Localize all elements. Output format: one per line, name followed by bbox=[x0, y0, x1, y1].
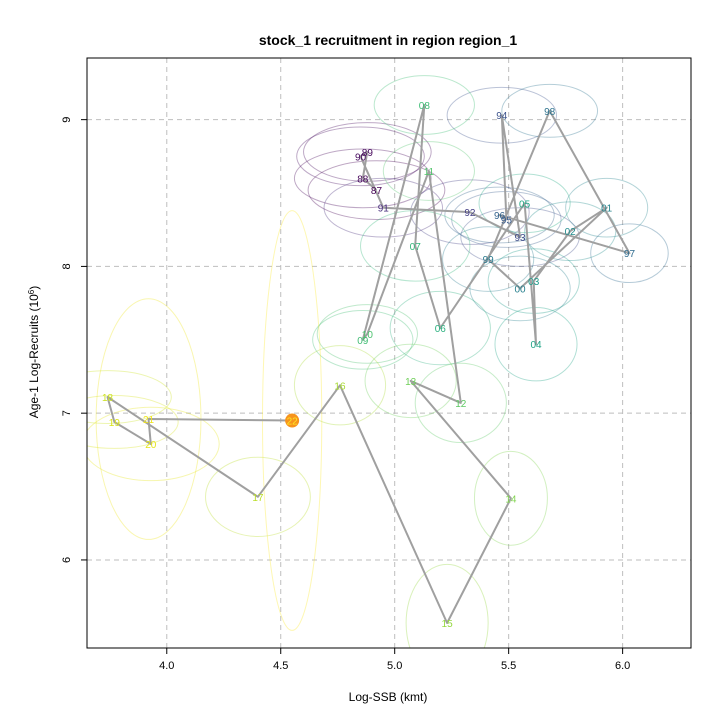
uncertainty-ellipse-17 bbox=[205, 456, 311, 537]
year-label-01: 01 bbox=[601, 204, 613, 215]
uncertainty-ellipse-19 bbox=[87, 395, 179, 449]
year-label-18: 18 bbox=[102, 393, 114, 404]
year-label-14: 14 bbox=[505, 494, 517, 505]
year-label-13: 13 bbox=[405, 377, 417, 388]
uncertainty-ellipse-16 bbox=[293, 345, 387, 426]
year-label-89: 89 bbox=[362, 148, 374, 159]
uncertainty-ellipse-15 bbox=[405, 563, 489, 648]
uncertainty-ellipse-18 bbox=[87, 370, 172, 424]
year-label-00: 00 bbox=[514, 284, 526, 295]
x-tick-label: 5.0 bbox=[387, 660, 402, 672]
year-label-12: 12 bbox=[455, 399, 467, 410]
year-label-90: 90 bbox=[355, 152, 367, 163]
year-label-10: 10 bbox=[362, 330, 374, 341]
current-year-dot bbox=[285, 413, 300, 428]
year-label-96: 96 bbox=[494, 211, 506, 222]
y-axis-label: Age-1 Log-Recruits (106) bbox=[27, 286, 42, 419]
uncertainty-ellipse-99 bbox=[442, 226, 535, 292]
year-label-08: 08 bbox=[419, 101, 431, 112]
uncertainty-ellipse-00 bbox=[469, 255, 571, 322]
uncertainty-ellipse-07 bbox=[360, 210, 471, 282]
uncertainty-ellipse-01 bbox=[565, 177, 649, 238]
year-label-04: 04 bbox=[530, 340, 542, 351]
year-label-98: 98 bbox=[544, 107, 556, 118]
uncertainty-ellipse-88 bbox=[293, 148, 432, 209]
uncertainty-ellipse-92 bbox=[410, 179, 530, 245]
uncertainty-ellipse-90 bbox=[296, 126, 425, 187]
uncertainty-ellipse-94 bbox=[446, 86, 558, 144]
x-tick-label: 5.5 bbox=[501, 660, 516, 672]
uncertainty-ellipse-11 bbox=[382, 141, 475, 201]
year-label-97: 97 bbox=[624, 249, 636, 260]
x-tick-label: 4.5 bbox=[273, 660, 288, 672]
uncertainty-ellipse-97 bbox=[590, 223, 669, 284]
uncertainty-ellipse-10 bbox=[316, 304, 418, 364]
uncertainty-ellipse-96 bbox=[444, 186, 555, 244]
x-axis-label: Log-SSB (kmt) bbox=[349, 690, 428, 704]
year-label-21: 21 bbox=[143, 415, 155, 426]
year-label-16: 16 bbox=[334, 381, 346, 392]
uncertainty-ellipse-87 bbox=[307, 160, 446, 220]
year-label-06: 06 bbox=[435, 324, 447, 335]
y-tick-label: 6 bbox=[61, 557, 73, 563]
y-tick-label: 7 bbox=[61, 410, 73, 416]
y-tick-label: 9 bbox=[61, 117, 73, 123]
chart-title: stock_1 recruitment in region region_1 bbox=[259, 32, 518, 48]
year-label-93: 93 bbox=[514, 233, 526, 244]
year-label-91: 91 bbox=[378, 204, 390, 215]
x-tick-label: 4.0 bbox=[159, 660, 174, 672]
uncertainty-ellipse-95 bbox=[451, 191, 562, 248]
year-label-19: 19 bbox=[109, 418, 121, 429]
x-tick-label: 6.0 bbox=[615, 660, 630, 672]
year-label-99: 99 bbox=[483, 255, 495, 266]
recruitment-path bbox=[106, 104, 631, 624]
year-label-22: 22 bbox=[287, 417, 299, 428]
uncertainty-ellipse-91 bbox=[323, 177, 444, 238]
uncertainty-ellipse-06 bbox=[389, 290, 491, 366]
current-year-marker bbox=[285, 413, 300, 428]
year-label-02: 02 bbox=[565, 227, 577, 238]
plot-frame bbox=[86, 57, 692, 649]
year-label-94: 94 bbox=[496, 111, 508, 122]
year-label-09: 09 bbox=[357, 336, 369, 347]
uncertainty-ellipse-05 bbox=[478, 173, 571, 234]
year-label-87: 87 bbox=[371, 186, 383, 197]
uncertainty-ellipse-13 bbox=[364, 343, 457, 419]
year-label-11: 11 bbox=[424, 167, 435, 178]
uncertainty-ellipse-08 bbox=[373, 75, 475, 135]
year-label-17: 17 bbox=[252, 493, 264, 504]
year-label-07: 07 bbox=[410, 242, 422, 253]
grid bbox=[87, 58, 691, 648]
y-tick-label: 8 bbox=[61, 263, 73, 269]
recruitment-trajectory bbox=[106, 104, 631, 624]
uncertainty-ellipse-20 bbox=[87, 406, 220, 482]
uncertainty-ellipse-04 bbox=[494, 307, 578, 382]
year-label-95: 95 bbox=[501, 215, 513, 226]
uncertainty-ellipse-98 bbox=[501, 83, 599, 138]
year-label-20: 20 bbox=[145, 440, 157, 451]
uncertainty-ellipse-02 bbox=[524, 201, 617, 262]
year-label-05: 05 bbox=[519, 199, 531, 210]
year-label-88: 88 bbox=[357, 174, 369, 185]
uncertainty-ellipses bbox=[87, 75, 669, 648]
year-label-15: 15 bbox=[442, 619, 454, 630]
year-label-03: 03 bbox=[528, 277, 540, 288]
year-label-92: 92 bbox=[464, 208, 476, 219]
uncertainty-ellipse-09 bbox=[312, 309, 414, 370]
uncertainty-ellipse-12 bbox=[414, 362, 507, 444]
uncertainty-ellipse-14 bbox=[473, 450, 548, 546]
uncertainty-ellipse-93 bbox=[460, 207, 580, 267]
